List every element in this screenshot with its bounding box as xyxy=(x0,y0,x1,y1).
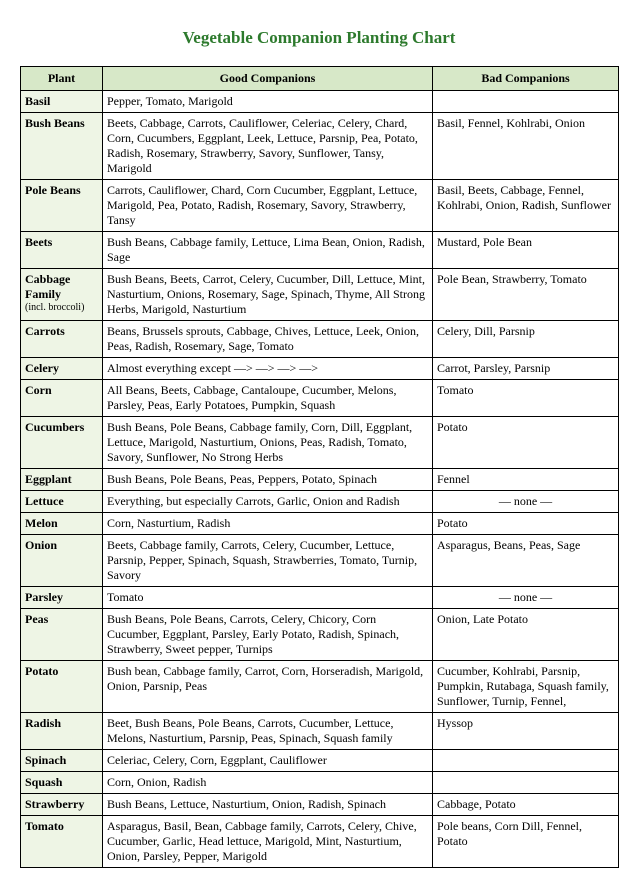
cell-good: Beet, Bush Beans, Pole Beans, Carrots, C… xyxy=(103,713,433,750)
cell-good: Bush Beans, Beets, Carrot, Celery, Cucum… xyxy=(103,269,433,321)
cell-good: Bush Beans, Pole Beans, Peas, Peppers, P… xyxy=(103,469,433,491)
cell-bad: — none — xyxy=(433,491,619,513)
cell-plant: Pole Beans xyxy=(21,180,103,232)
cell-bad: Onion, Late Potato xyxy=(433,609,619,661)
col-plant: Plant xyxy=(21,67,103,91)
cell-good: Corn, Nasturtium, Radish xyxy=(103,513,433,535)
cell-plant: Cabbage Family(incl. broccoli) xyxy=(21,269,103,321)
table-row: Bush BeansBeets, Cabbage, Carrots, Cauli… xyxy=(21,113,619,180)
col-good: Good Companions xyxy=(103,67,433,91)
cell-bad: Cabbage, Potato xyxy=(433,794,619,816)
cell-good: Pepper, Tomato, Marigold xyxy=(103,91,433,113)
cell-bad: Pole beans, Corn Dill, Fennel, Potato xyxy=(433,816,619,868)
cell-good: Everything, but especially Carrots, Garl… xyxy=(103,491,433,513)
table-row: Cabbage Family(incl. broccoli)Bush Beans… xyxy=(21,269,619,321)
cell-bad: Asparagus, Beans, Peas, Sage xyxy=(433,535,619,587)
cell-good: Beets, Cabbage, Carrots, Cauliflower, Ce… xyxy=(103,113,433,180)
cell-good: Corn, Onion, Radish xyxy=(103,772,433,794)
cell-plant: Peas xyxy=(21,609,103,661)
table-row: TomatoAsparagus, Basil, Bean, Cabbage fa… xyxy=(21,816,619,868)
cell-good: Tomato xyxy=(103,587,433,609)
cell-plant: Onion xyxy=(21,535,103,587)
cell-good: Celeriac, Celery, Corn, Eggplant, Caulif… xyxy=(103,750,433,772)
cell-plant: Bush Beans xyxy=(21,113,103,180)
table-row: PeasBush Beans, Pole Beans, Carrots, Cel… xyxy=(21,609,619,661)
cell-plant: Corn xyxy=(21,380,103,417)
table-row: StrawberryBush Beans, Lettuce, Nasturtiu… xyxy=(21,794,619,816)
cell-plant: Radish xyxy=(21,713,103,750)
table-row: BasilPepper, Tomato, Marigold xyxy=(21,91,619,113)
cell-plant: Basil xyxy=(21,91,103,113)
cell-good: All Beans, Beets, Cabbage, Cantaloupe, C… xyxy=(103,380,433,417)
table-row: BeetsBush Beans, Cabbage family, Lettuce… xyxy=(21,232,619,269)
table-row: CornAll Beans, Beets, Cabbage, Cantaloup… xyxy=(21,380,619,417)
cell-good: Beans, Brussels sprouts, Cabbage, Chives… xyxy=(103,321,433,358)
table-row: MelonCorn, Nasturtium, RadishPotato xyxy=(21,513,619,535)
table-row: CucumbersBush Beans, Pole Beans, Cabbage… xyxy=(21,417,619,469)
table-row: EggplantBush Beans, Pole Beans, Peas, Pe… xyxy=(21,469,619,491)
table-row: CeleryAlmost everything except —> —> —> … xyxy=(21,358,619,380)
cell-bad: Potato xyxy=(433,417,619,469)
cell-good: Bush bean, Cabbage family, Carrot, Corn,… xyxy=(103,661,433,713)
cell-good: Bush Beans, Cabbage family, Lettuce, Lim… xyxy=(103,232,433,269)
table-row: LettuceEverything, but especially Carrot… xyxy=(21,491,619,513)
cell-plant: Eggplant xyxy=(21,469,103,491)
table-row: SquashCorn, Onion, Radish xyxy=(21,772,619,794)
cell-good: Carrots, Cauliflower, Chard, Corn Cucumb… xyxy=(103,180,433,232)
col-bad: Bad Companions xyxy=(433,67,619,91)
cell-bad: Basil, Beets, Cabbage, Fennel, Kohlrabi,… xyxy=(433,180,619,232)
cell-plant: Tomato xyxy=(21,816,103,868)
companion-table: Plant Good Companions Bad Companions Bas… xyxy=(20,66,619,868)
cell-plant: Spinach xyxy=(21,750,103,772)
page-title: Vegetable Companion Planting Chart xyxy=(20,28,618,48)
table-row: RadishBeet, Bush Beans, Pole Beans, Carr… xyxy=(21,713,619,750)
table-row: SpinachCeleriac, Celery, Corn, Eggplant,… xyxy=(21,750,619,772)
cell-bad: Pole Bean, Strawberry, Tomato xyxy=(433,269,619,321)
cell-bad: Hyssop xyxy=(433,713,619,750)
cell-good: Beets, Cabbage family, Carrots, Celery, … xyxy=(103,535,433,587)
cell-plant: Strawberry xyxy=(21,794,103,816)
cell-good: Asparagus, Basil, Bean, Cabbage family, … xyxy=(103,816,433,868)
cell-good: Bush Beans, Pole Beans, Cabbage family, … xyxy=(103,417,433,469)
cell-plant: Beets xyxy=(21,232,103,269)
cell-plant: Potato xyxy=(21,661,103,713)
cell-good: Bush Beans, Lettuce, Nasturtium, Onion, … xyxy=(103,794,433,816)
table-row: CarrotsBeans, Brussels sprouts, Cabbage,… xyxy=(21,321,619,358)
cell-plant: Celery xyxy=(21,358,103,380)
cell-plant: Squash xyxy=(21,772,103,794)
cell-bad: Cucumber, Kohlrabi, Parsnip, Pumpkin, Ru… xyxy=(433,661,619,713)
cell-bad: Basil, Fennel, Kohlrabi, Onion xyxy=(433,113,619,180)
cell-bad xyxy=(433,772,619,794)
table-row: Pole BeansCarrots, Cauliflower, Chard, C… xyxy=(21,180,619,232)
cell-bad xyxy=(433,750,619,772)
cell-bad: Carrot, Parsley, Parsnip xyxy=(433,358,619,380)
cell-plant: Melon xyxy=(21,513,103,535)
cell-bad: Potato xyxy=(433,513,619,535)
table-body: BasilPepper, Tomato, MarigoldBush BeansB… xyxy=(21,91,619,868)
table-header-row: Plant Good Companions Bad Companions xyxy=(21,67,619,91)
cell-bad: Celery, Dill, Parsnip xyxy=(433,321,619,358)
cell-bad xyxy=(433,91,619,113)
cell-good: Almost everything except —> —> —> —> xyxy=(103,358,433,380)
table-row: PotatoBush bean, Cabbage family, Carrot,… xyxy=(21,661,619,713)
cell-plant: Carrots xyxy=(21,321,103,358)
cell-good: Bush Beans, Pole Beans, Carrots, Celery,… xyxy=(103,609,433,661)
cell-bad: Mustard, Pole Bean xyxy=(433,232,619,269)
cell-plant: Cucumbers xyxy=(21,417,103,469)
table-row: OnionBeets, Cabbage family, Carrots, Cel… xyxy=(21,535,619,587)
table-row: ParsleyTomato— none — xyxy=(21,587,619,609)
cell-bad: Tomato xyxy=(433,380,619,417)
cell-bad: Fennel xyxy=(433,469,619,491)
cell-plant: Parsley xyxy=(21,587,103,609)
cell-bad: — none — xyxy=(433,587,619,609)
plant-subtext: (incl. broccoli) xyxy=(25,302,98,315)
cell-plant: Lettuce xyxy=(21,491,103,513)
